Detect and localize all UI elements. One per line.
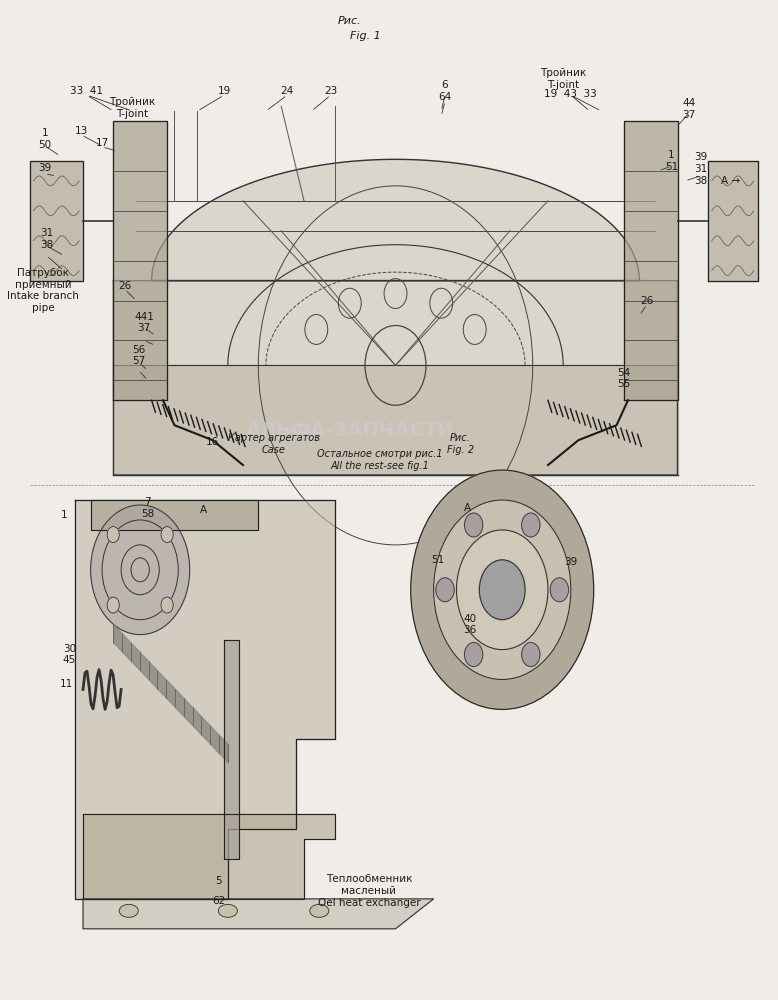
Text: 33  41: 33 41 <box>70 86 103 96</box>
Circle shape <box>433 500 571 680</box>
Text: 17: 17 <box>96 138 109 148</box>
Circle shape <box>161 597 173 613</box>
Text: A: A <box>464 503 471 513</box>
Text: 1
51: 1 51 <box>665 150 678 172</box>
Text: 24: 24 <box>281 86 294 96</box>
Text: Картер агрегатов
Case: Картер агрегатов Case <box>227 433 320 455</box>
Polygon shape <box>30 161 83 281</box>
Text: 5: 5 <box>216 876 222 886</box>
Text: 11: 11 <box>60 679 73 689</box>
Text: 1
50: 1 50 <box>38 128 51 150</box>
Text: АЛЬФА-ЗАПЧАСТИ: АЛЬФА-ЗАПЧАСТИ <box>246 421 454 440</box>
Ellipse shape <box>119 904 138 917</box>
Text: Остальное смотри рис.1
All the rest-see fig.1: Остальное смотри рис.1 All the rest-see … <box>317 449 443 471</box>
Text: 13: 13 <box>75 126 88 136</box>
Text: 31
38: 31 38 <box>40 228 53 250</box>
Text: Теплообменник
масленый
Oel heat exchanger: Теплообменник масленый Oel heat exchange… <box>317 874 420 908</box>
Polygon shape <box>224 640 240 859</box>
Circle shape <box>411 470 594 709</box>
Text: 26: 26 <box>640 296 654 306</box>
Circle shape <box>550 578 569 602</box>
Text: Рис.
Fig. 2: Рис. Fig. 2 <box>447 433 474 455</box>
Polygon shape <box>708 161 758 281</box>
Circle shape <box>522 513 540 537</box>
Text: 39: 39 <box>38 163 51 173</box>
Text: 7
58: 7 58 <box>141 497 154 519</box>
Text: 16: 16 <box>206 437 219 447</box>
Polygon shape <box>114 365 678 475</box>
Polygon shape <box>624 121 678 400</box>
Polygon shape <box>114 159 678 475</box>
Circle shape <box>161 527 173 543</box>
Text: 6
64: 6 64 <box>439 80 452 102</box>
Ellipse shape <box>310 904 329 917</box>
Text: Патрубок
приемный
Intake branch
pipe: Патрубок приемный Intake branch pipe <box>8 268 79 313</box>
Text: 26: 26 <box>118 281 131 291</box>
Polygon shape <box>90 500 258 530</box>
Text: 19: 19 <box>217 86 230 96</box>
Text: 19  43  33: 19 43 33 <box>545 89 598 99</box>
Text: 44
37: 44 37 <box>682 98 696 120</box>
Circle shape <box>522 643 540 666</box>
Polygon shape <box>83 814 335 899</box>
Text: 40
36: 40 36 <box>464 614 477 635</box>
Text: 30
45: 30 45 <box>63 644 76 665</box>
Polygon shape <box>83 899 433 929</box>
Text: 39: 39 <box>564 557 577 567</box>
Text: 51: 51 <box>431 555 444 565</box>
Text: 56
57: 56 57 <box>132 345 145 366</box>
Text: A →: A → <box>721 176 741 186</box>
Polygon shape <box>114 121 166 400</box>
Ellipse shape <box>219 904 237 917</box>
Circle shape <box>479 560 525 620</box>
Text: A: A <box>200 505 207 515</box>
Circle shape <box>457 530 548 650</box>
Polygon shape <box>75 500 335 899</box>
Text: 441
37: 441 37 <box>134 312 154 333</box>
Circle shape <box>90 505 190 635</box>
Text: 23: 23 <box>324 86 338 96</box>
Text: 54
55: 54 55 <box>618 368 631 389</box>
Circle shape <box>464 513 483 537</box>
Circle shape <box>107 527 119 543</box>
Circle shape <box>436 578 454 602</box>
Circle shape <box>107 597 119 613</box>
Text: Тройник
T-joint: Тройник T-joint <box>110 97 156 119</box>
Text: Тройник
T-joint: Тройник T-joint <box>540 68 587 90</box>
Text: 62: 62 <box>212 896 226 906</box>
Text: Рис.: Рис. <box>338 16 362 26</box>
Text: 39
31
38: 39 31 38 <box>694 152 707 186</box>
Text: Fig. 1: Fig. 1 <box>349 31 380 41</box>
Circle shape <box>464 643 483 666</box>
Text: 1: 1 <box>61 510 67 520</box>
